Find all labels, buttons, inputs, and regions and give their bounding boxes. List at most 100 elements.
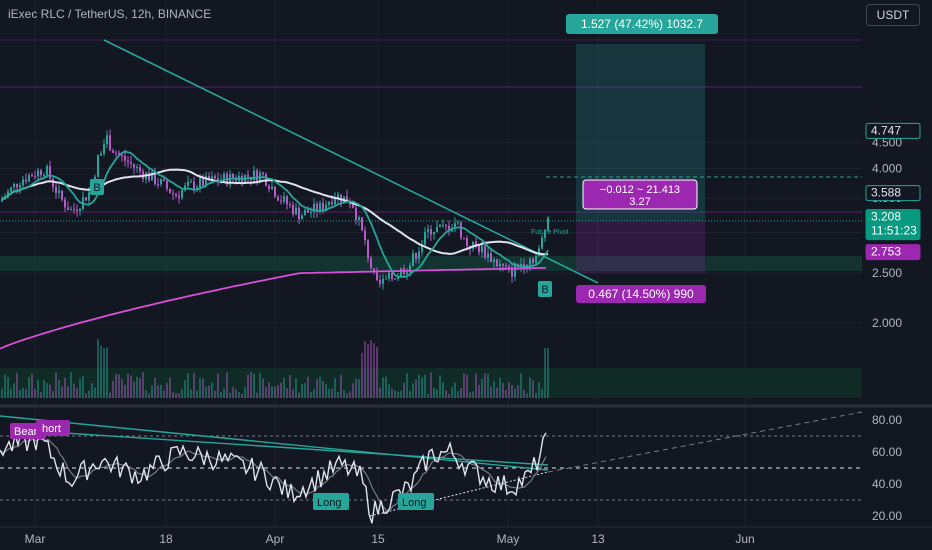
- candle-body: [88, 192, 90, 201]
- volume-bar: [145, 390, 147, 398]
- volume-bar: [517, 384, 519, 398]
- candle-body: [307, 210, 309, 213]
- volume-bar: [529, 377, 531, 398]
- volume-bar: [322, 381, 324, 398]
- candle-body: [22, 179, 24, 186]
- time-tick-label: 13: [591, 532, 605, 546]
- volume-bar: [148, 393, 150, 398]
- volume-bar: [43, 379, 45, 398]
- candle-body: [481, 245, 483, 253]
- volume-bar: [52, 391, 54, 398]
- candle-body: [97, 155, 99, 177]
- candle-body: [547, 217, 549, 231]
- candle-body: [85, 197, 87, 201]
- candle-body: [214, 176, 216, 179]
- price-axis-label: [865, 185, 921, 202]
- candle-body: [376, 272, 378, 280]
- candle-body: [454, 223, 456, 229]
- candle-body: [532, 258, 534, 264]
- candle-body: [205, 175, 207, 186]
- candle-body: [109, 135, 111, 151]
- volume-bar: [208, 385, 210, 398]
- candle-body: [277, 196, 279, 201]
- svg-text:B: B: [541, 284, 548, 296]
- candle-body: [49, 166, 51, 179]
- volume-bar: [541, 388, 543, 398]
- candle-body: [253, 170, 255, 181]
- long-label: Long: [398, 493, 434, 510]
- candle-body: [445, 224, 447, 226]
- time-tick-label: 18: [159, 532, 173, 546]
- candle-body: [187, 181, 189, 186]
- volume-bar: [139, 378, 141, 398]
- volume-bar: [58, 379, 60, 398]
- volume-bar: [472, 391, 474, 398]
- volume-bar: [142, 372, 144, 398]
- svg-text:hort: hort: [42, 423, 61, 435]
- volume-bar: [187, 373, 189, 398]
- volume-bar: [493, 381, 495, 398]
- candle-body: [349, 202, 351, 205]
- volume-bar: [364, 341, 366, 398]
- volume-bar: [205, 386, 207, 398]
- volume-bar: [475, 373, 477, 398]
- time-tick-label: Mar: [25, 532, 46, 546]
- candle-body: [496, 259, 498, 267]
- candle-body: [271, 186, 273, 190]
- volume-bar: [214, 390, 216, 398]
- candle-body: [490, 253, 492, 263]
- svg-text:0.467 (14.50%) 990: 0.467 (14.50%) 990: [588, 287, 694, 301]
- currency-button[interactable]: USDT: [866, 4, 920, 26]
- candle-body: [79, 208, 81, 211]
- candle-body: [313, 203, 315, 212]
- price-axis-label-countdown: 11:51:23: [871, 224, 917, 238]
- volume-bar: [31, 373, 33, 398]
- candle-body: [433, 232, 435, 235]
- volume-bar: [256, 392, 258, 398]
- svg-text:Long: Long: [402, 497, 426, 509]
- volume-bar: [388, 384, 390, 398]
- candle-body: [106, 135, 108, 145]
- volume-bar: [313, 388, 315, 398]
- candle-body: [103, 144, 105, 154]
- volume-bar: [400, 390, 402, 398]
- candle-body: [10, 187, 12, 192]
- price-tick-label: 2.000: [872, 316, 902, 330]
- volume-bar: [250, 372, 252, 398]
- volume-bar: [340, 374, 342, 398]
- candle-body: [247, 174, 249, 177]
- oscillator-tick-label: 20.00: [872, 509, 902, 523]
- volume-bar: [7, 376, 9, 398]
- volume-bar: [394, 390, 396, 398]
- candle-body: [76, 209, 78, 211]
- volume-bar: [445, 390, 447, 398]
- candle-body: [262, 172, 264, 175]
- candle-body: [457, 222, 459, 224]
- volume-bar: [373, 343, 375, 398]
- volume-bar: [181, 388, 183, 398]
- candle-body: [448, 225, 450, 232]
- candle-body: [310, 211, 312, 213]
- volume-bar: [112, 380, 114, 398]
- candle-body: [421, 244, 423, 252]
- candle-body: [124, 155, 126, 161]
- candle-body: [178, 195, 180, 198]
- volume-bar: [535, 392, 537, 398]
- candle-body: [112, 150, 114, 153]
- candle-body: [67, 207, 69, 210]
- candle-body: [439, 224, 441, 227]
- candle-body: [40, 170, 42, 176]
- volume-bar: [286, 388, 288, 398]
- candle-body: [409, 265, 411, 273]
- volume-bar: [121, 379, 123, 398]
- candle-body: [478, 245, 480, 253]
- candle-body: [133, 163, 135, 168]
- volume-bar: [274, 386, 276, 398]
- volume-bar: [487, 373, 489, 398]
- candle-body: [334, 198, 336, 205]
- candle-body: [61, 190, 63, 200]
- volume-bar: [196, 390, 198, 398]
- volume-bar: [118, 374, 120, 398]
- candle-body: [130, 162, 132, 164]
- oscillator-signal-line: [0, 437, 547, 512]
